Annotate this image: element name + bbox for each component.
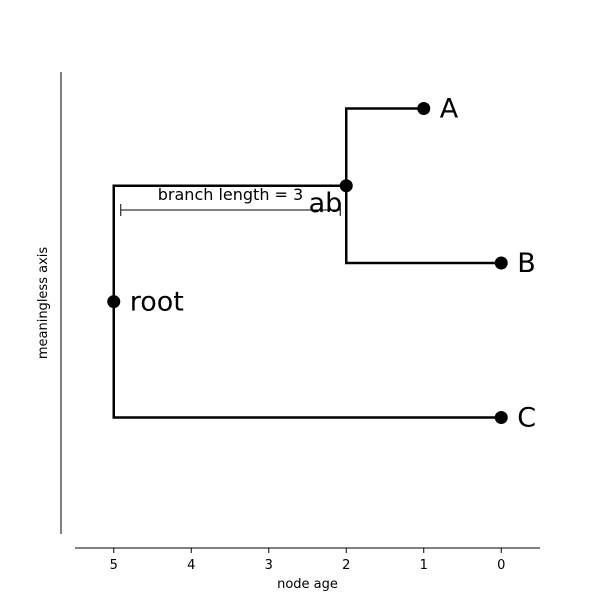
- x-tick-label-3: 3: [265, 558, 273, 573]
- nodes-layer: root ab A B C: [107, 94, 536, 434]
- node-C-label: C: [517, 403, 536, 434]
- x-axis-label: node age: [277, 577, 338, 592]
- x-tick-label-0: 0: [497, 558, 505, 573]
- annotation-label: branch length = 3: [158, 185, 303, 204]
- node-ab-dot: [339, 179, 353, 193]
- node-B-dot: [494, 256, 508, 270]
- branch-length-annotation: branch length = 3: [120, 185, 341, 216]
- edges-layer: [112, 107, 502, 419]
- edge-ab-B: [345, 185, 502, 265]
- edge-ab-A: [345, 107, 424, 186]
- x-tick-label-1: 1: [420, 558, 428, 573]
- edge-root-C: [112, 301, 502, 419]
- y-axis-label: meaningless axis: [36, 247, 51, 360]
- x-tick-label-5: 5: [110, 558, 118, 573]
- node-B-label: B: [517, 248, 536, 279]
- node-A-label: A: [440, 94, 459, 125]
- node-ab-label: ab: [309, 188, 343, 219]
- x-ticks: 5 4 3 2 1 0: [110, 548, 505, 573]
- edge-root-ab: [112, 184, 347, 302]
- x-tick-label-4: 4: [187, 558, 195, 573]
- x-tick-label-2: 2: [342, 558, 350, 573]
- node-root-label: root: [130, 287, 184, 318]
- node-A-dot: [417, 102, 431, 115]
- axes: 5 4 3 2 1 0 node age meaningless axis: [36, 72, 540, 592]
- node-root-dot: [107, 295, 121, 309]
- node-C-dot: [494, 411, 508, 424]
